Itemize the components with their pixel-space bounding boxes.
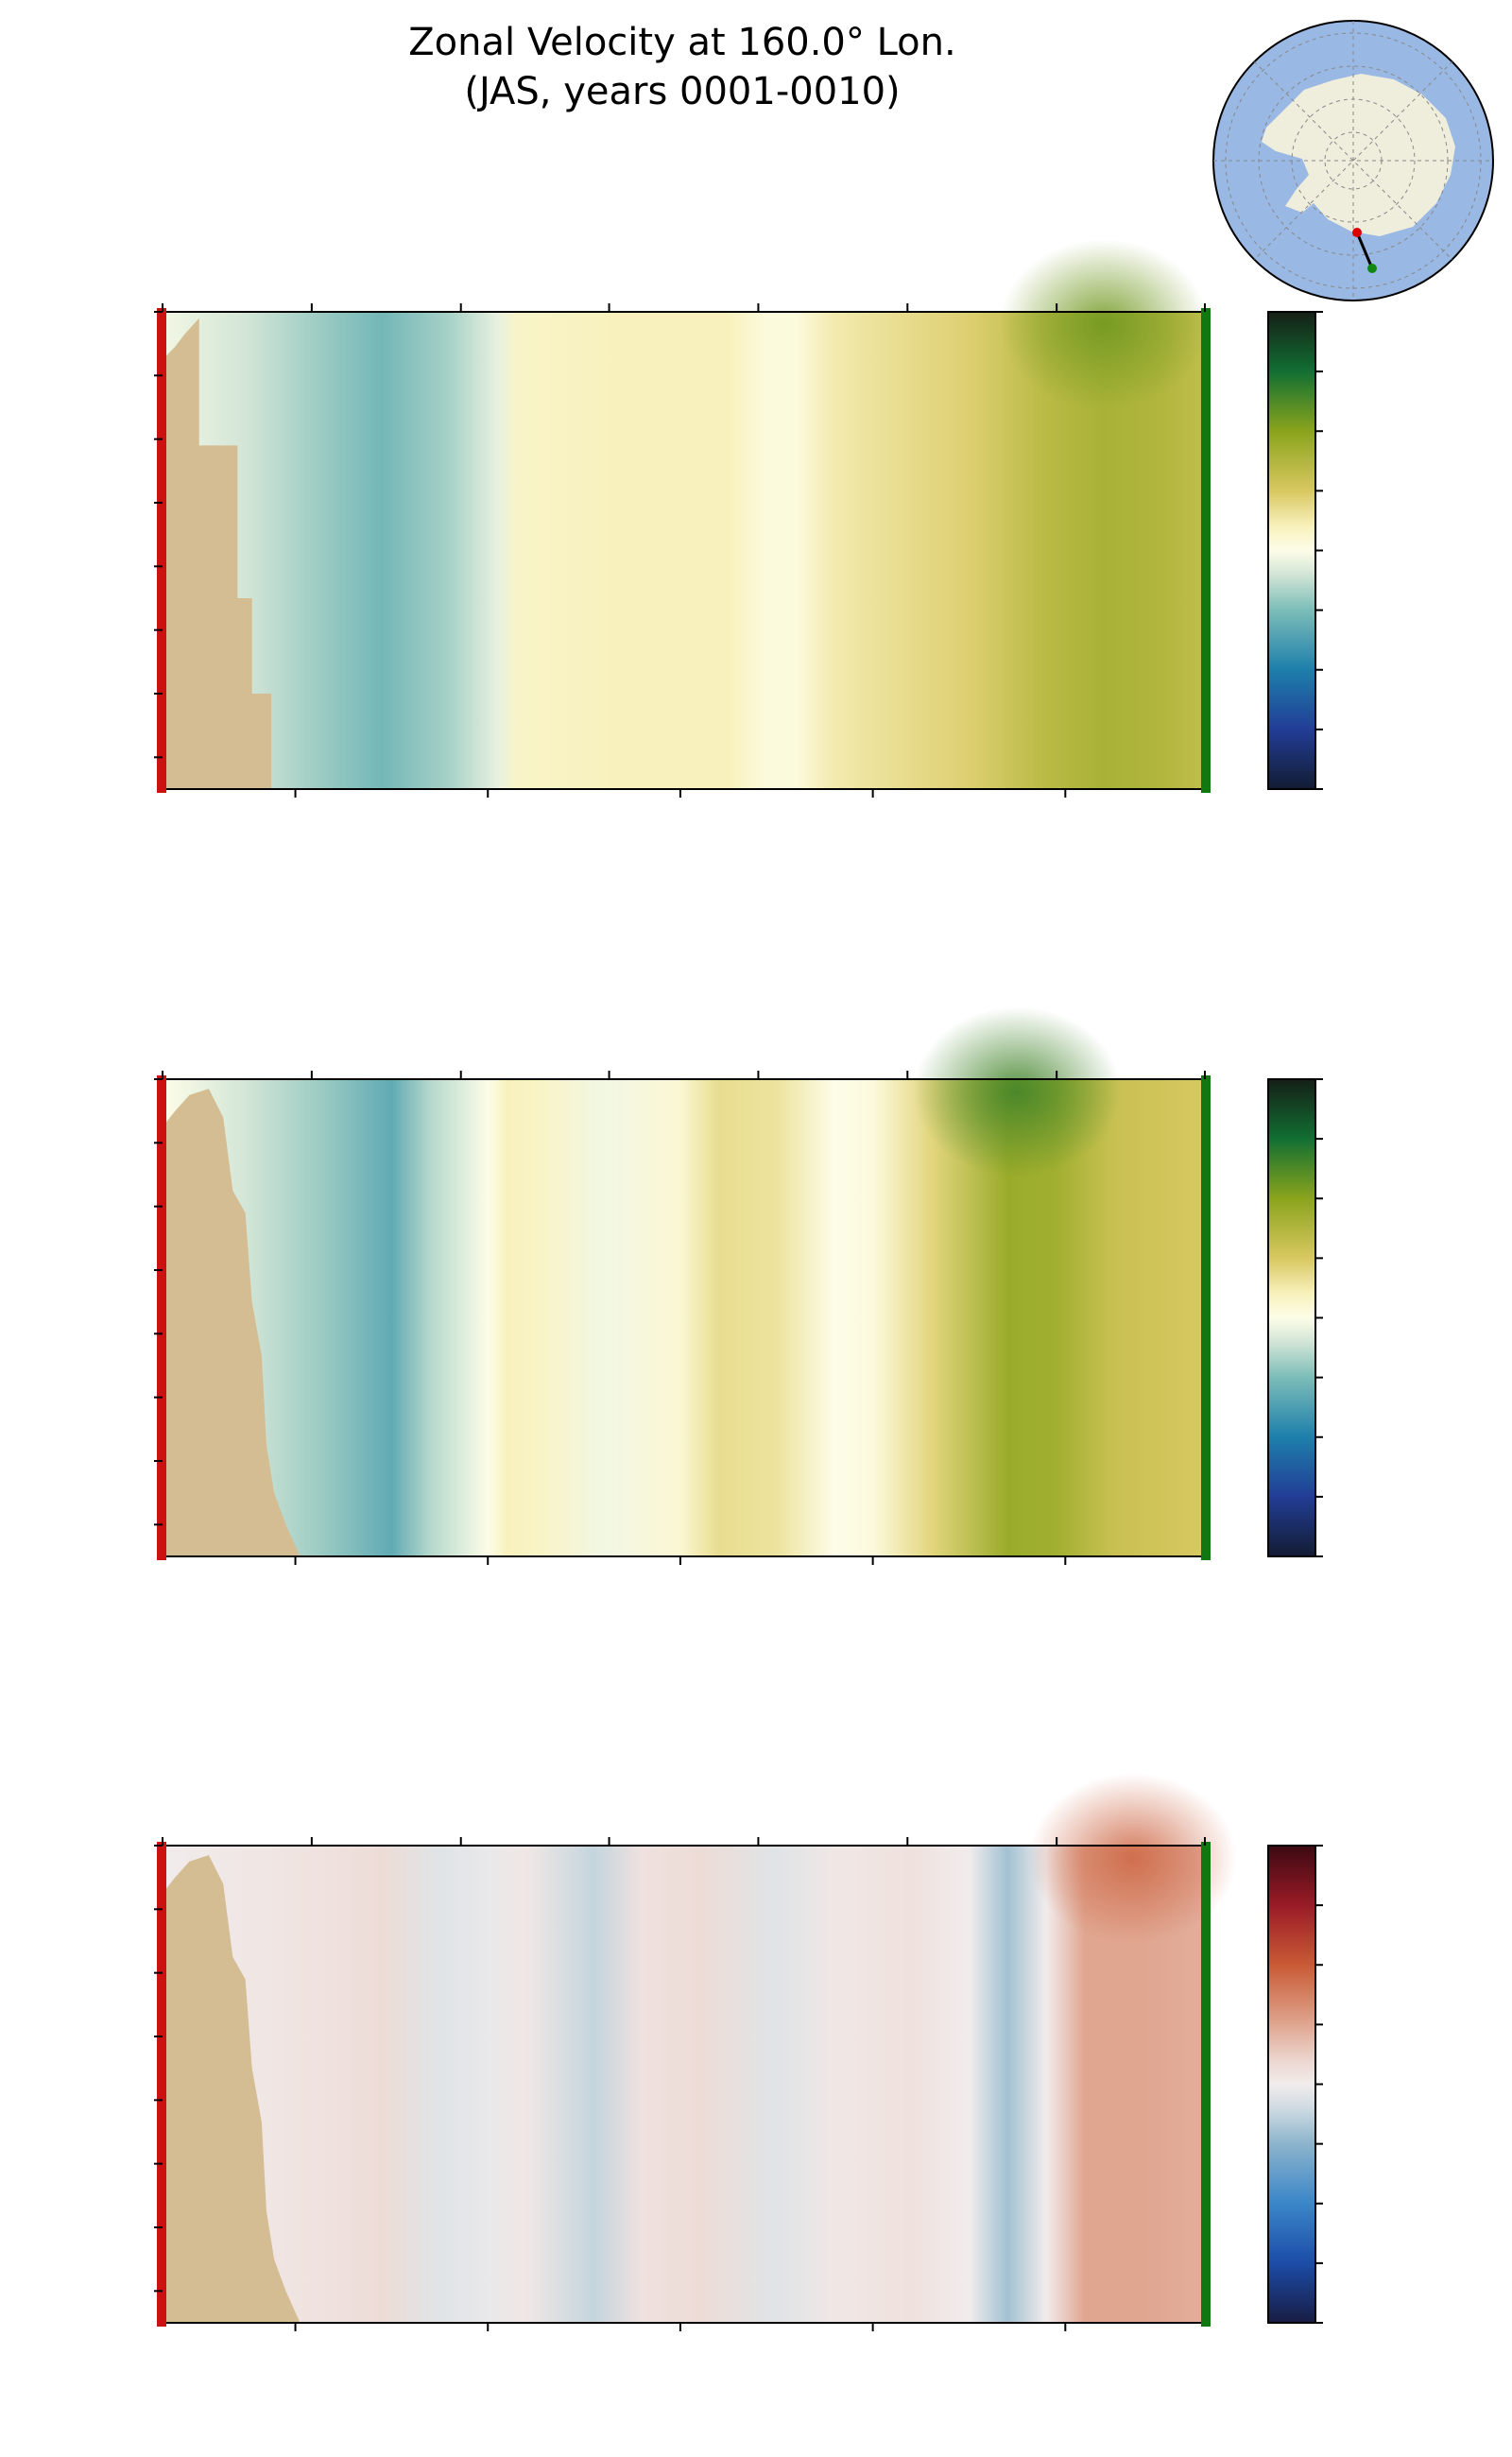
colorbar <box>1267 1845 1316 2324</box>
figure-title-line2: (JAS, years 0001-0010) <box>464 70 900 113</box>
chart-panel-3 <box>154 1773 1323 2331</box>
colorbar <box>1267 311 1316 790</box>
section-start-marker <box>157 1842 166 2327</box>
chart-panel-2 <box>154 1006 1323 1565</box>
velocity-field <box>163 1846 1205 2323</box>
antarctica-polar-map-icon <box>1212 20 1494 301</box>
chart-panel-1 <box>154 239 1323 798</box>
near-surface-core <box>1000 239 1209 410</box>
near-surface-core <box>913 1006 1122 1177</box>
figure-title-line1: Zonal Velocity at 160.0° Lon. <box>408 21 955 64</box>
bathymetry-seafloor <box>163 1855 301 2323</box>
near-surface-core <box>1028 1773 1237 1944</box>
bathymetry-seafloor <box>163 318 272 789</box>
colorbar <box>1267 1078 1316 1557</box>
section-start-marker <box>157 1075 166 1560</box>
velocity-field <box>163 312 1205 789</box>
section-end-marker <box>1201 308 1211 793</box>
section-end-marker <box>1201 1842 1211 2327</box>
section-end-marker <box>1201 1075 1211 1560</box>
section-start-marker <box>157 308 166 793</box>
bathymetry-seafloor <box>163 1089 301 1556</box>
